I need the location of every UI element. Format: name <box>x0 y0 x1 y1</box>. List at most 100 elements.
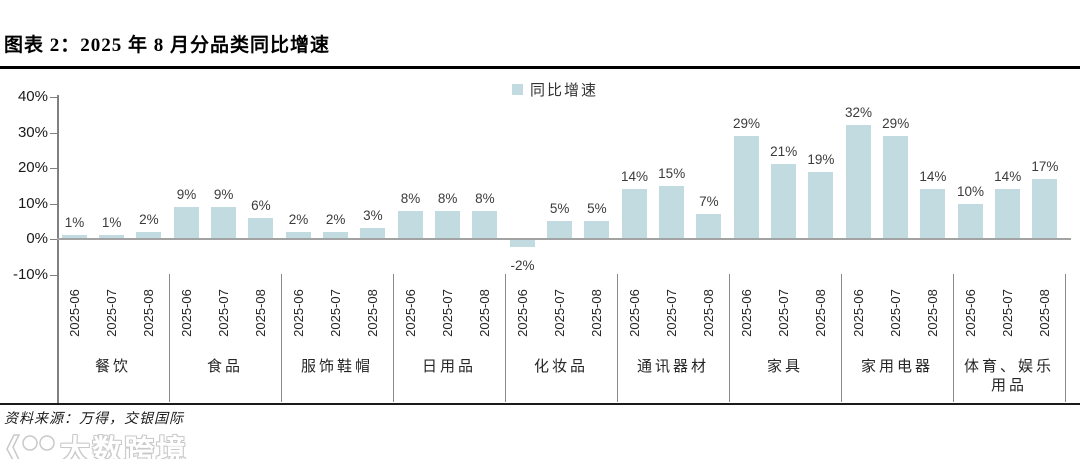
bar-value-label: 2% <box>325 211 346 227</box>
category-separator <box>729 274 730 402</box>
bar <box>323 231 349 239</box>
bar-value-label: 5% <box>549 201 570 217</box>
x-category-label: 化妆品 <box>533 359 588 375</box>
x-category-label: 体育、娱乐用品 <box>963 359 1054 394</box>
bar <box>958 203 983 239</box>
bar <box>846 125 871 239</box>
bar <box>696 214 722 239</box>
x-date-label: 2025-06 <box>66 289 82 337</box>
x-date-label: 2025-06 <box>402 289 418 337</box>
x-date-label: 2025-07 <box>663 289 679 337</box>
x-category-label: 服饰鞋帽 <box>300 359 373 375</box>
bar-value-label: 2% <box>288 211 309 227</box>
bar-value-label: 7% <box>699 194 719 210</box>
bar-value-label: 8% <box>437 190 458 206</box>
bar-value-label: 3% <box>363 208 383 224</box>
watermark-text: 大数跨境 <box>60 435 188 459</box>
x-date-label: 2025-07 <box>775 289 791 337</box>
bar <box>734 136 759 239</box>
x-date-label: 2025-06 <box>178 289 194 337</box>
legend-swatch-icon <box>512 84 523 95</box>
category-separator <box>617 274 618 402</box>
bar-value-label: 8% <box>475 190 495 206</box>
bar <box>1032 178 1058 239</box>
bar <box>174 207 199 239</box>
bar-value-label: 8% <box>400 190 421 206</box>
legend-label: 同比增速 <box>530 83 599 99</box>
bar <box>771 164 797 239</box>
bar <box>398 210 423 239</box>
y-tick-label: 10% <box>17 194 48 212</box>
bar <box>248 217 274 239</box>
bar-value-label: 6% <box>251 197 271 213</box>
bar-value-label: 19% <box>807 151 835 167</box>
category-separator <box>505 274 506 402</box>
bar-value-label: 21% <box>770 144 798 160</box>
y-tick-mark <box>50 97 57 98</box>
bar <box>136 231 162 239</box>
bar <box>995 189 1021 239</box>
bar-value-label: 1% <box>101 215 122 231</box>
x-date-label: 2025-08 <box>252 289 268 337</box>
bar <box>584 221 610 239</box>
figure-bottom-rule <box>0 403 1080 405</box>
y-tick-label: 30% <box>17 123 48 141</box>
bar-value-label: 10% <box>956 183 985 199</box>
x-date-label: 2025-06 <box>738 289 754 337</box>
bar-value-label: 9% <box>176 187 197 203</box>
category-separator <box>1065 274 1066 402</box>
y-tick-mark <box>50 132 57 134</box>
category-separator <box>953 274 954 402</box>
y-tick-label: 0% <box>26 230 48 247</box>
x-date-label: 2025-07 <box>551 289 567 337</box>
y-tick-mark <box>50 239 57 240</box>
bar <box>286 231 311 239</box>
x-axis-line <box>57 238 1071 240</box>
bar <box>808 171 834 239</box>
x-date-label: 2025-06 <box>514 289 530 337</box>
x-date-label: 2025-06 <box>290 289 306 337</box>
x-date-label: 2025-07 <box>887 289 903 337</box>
category-separator <box>281 274 282 402</box>
x-date-label: 2025-08 <box>588 289 604 337</box>
x-date-label: 2025-06 <box>962 289 978 337</box>
x-category-label: 家具 <box>766 359 803 375</box>
bar-value-label: 14% <box>919 169 947 185</box>
y-tick-label: 20% <box>17 159 48 176</box>
bar-value-label: 14% <box>620 169 649 185</box>
chart-title: 图表 2：2025 年 8 月分品类同比增速 <box>4 35 331 56</box>
bar-value-label: 2% <box>139 211 159 227</box>
bar <box>62 235 87 239</box>
bar-value-label: 5% <box>587 201 607 217</box>
x-date-label: 2025-07 <box>103 289 119 337</box>
bar <box>659 185 685 239</box>
y-tick-mark <box>50 203 57 205</box>
x-date-label: 2025-06 <box>850 289 866 337</box>
x-category-label: 家用电器 <box>860 359 933 375</box>
bar <box>883 136 909 239</box>
x-date-label: 2025-08 <box>364 289 380 337</box>
category-separator <box>393 274 394 402</box>
watermark: 大数跨境 <box>4 426 188 459</box>
x-date-label: 2025-08 <box>1036 289 1052 337</box>
x-category-label: 日用品 <box>421 359 476 375</box>
x-date-label: 2025-07 <box>999 289 1015 337</box>
x-category-label: 食品 <box>206 359 243 375</box>
bar <box>435 210 461 239</box>
bar <box>920 189 946 239</box>
x-date-label: 2025-08 <box>924 289 940 337</box>
x-date-label: 2025-08 <box>140 289 156 337</box>
y-axis-line <box>57 95 59 403</box>
bar-value-label: 32% <box>844 105 873 121</box>
bar <box>211 207 237 239</box>
x-date-label: 2025-07 <box>215 289 231 337</box>
bar-value-label: 15% <box>658 165 686 181</box>
y-tick-mark <box>50 274 57 276</box>
category-separator <box>169 274 170 402</box>
bar-value-label: -2% <box>510 258 535 274</box>
legend: 同比增速 <box>512 79 598 100</box>
bar-value-label: 29% <box>882 116 910 132</box>
bar-value-label: 14% <box>994 169 1022 185</box>
x-category-label: 餐饮 <box>94 359 131 375</box>
